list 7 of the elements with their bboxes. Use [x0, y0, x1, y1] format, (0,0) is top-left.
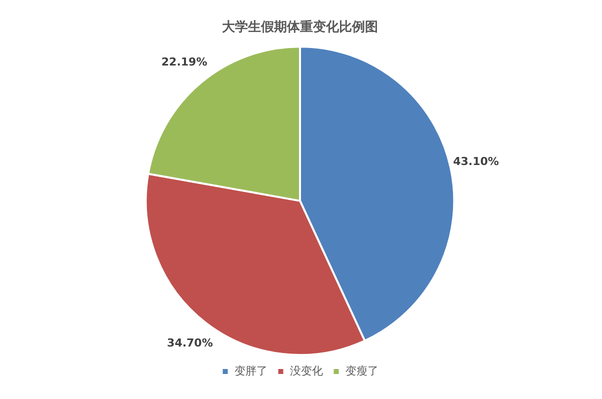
chart-title: 大学生假期体重变化比例图 — [222, 19, 378, 36]
data-label: 43.10% — [453, 154, 499, 168]
legend-label: 变瘦了 — [345, 364, 378, 378]
legend-label: 没变化 — [290, 364, 323, 378]
legend-label: 变胖了 — [234, 364, 268, 378]
data-label: 22.19% — [161, 56, 208, 69]
data-label: 34.70% — [167, 336, 213, 350]
